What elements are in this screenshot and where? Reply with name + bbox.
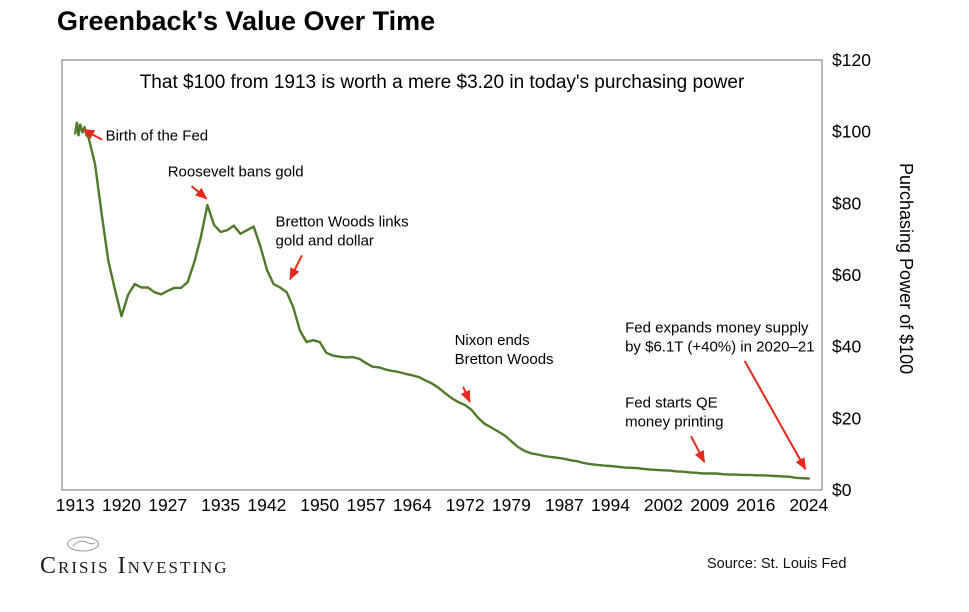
- y-tick-label: $100: [832, 122, 871, 142]
- crisis-investing-logo: Crisis Investing: [40, 536, 229, 580]
- x-axis-ticks-group: 1913 1920 1927 1935 1942 1950 1957 1964 1972 1979…: [56, 495, 829, 515]
- x-tick-label: 2009: [690, 495, 729, 515]
- annotation-arrow-roosevelt-bans-gold: [190, 185, 208, 200]
- annotation-arrow-nixon-ends-bretton-woods: [460, 386, 471, 403]
- y-tick-label: $20: [832, 408, 861, 428]
- page-title: Greenback's Value Over Time: [57, 6, 436, 36]
- annotation-label-fed-starts-qe: Fed starts QE: [625, 395, 718, 412]
- annotation-label-fed-expands-money-supply: by $6.1T (+40%) in 2020–21: [625, 338, 814, 355]
- x-tick-label: 2002: [644, 495, 683, 515]
- annotation-label-bretton-woods: Bretton Woods links: [276, 214, 409, 231]
- y-tick-label: $120: [832, 50, 871, 70]
- y-tick-label: $0: [832, 480, 852, 500]
- annotation-arrow-birth-of-fed: [82, 128, 103, 141]
- y-tick-label: $40: [832, 337, 861, 357]
- x-tick-label: 1950: [300, 495, 339, 515]
- annotation-label-nixon-ends-bretton-woods: Nixon ends: [455, 332, 530, 349]
- annotation-label-fed-starts-qe: money printing: [625, 414, 723, 431]
- x-tick-label: 2016: [736, 495, 775, 515]
- annotation-arrow-bretton-woods: [289, 254, 303, 281]
- x-tick-label: 1935: [201, 495, 240, 515]
- annotation-arrow-fed-starts-qe: [690, 435, 706, 463]
- line-series-group: [73, 121, 810, 480]
- chart-subtitle: That $100 from 1913 is worth a mere $3.2…: [139, 72, 745, 93]
- x-tick-label: 1957: [347, 495, 386, 515]
- x-tick-label: 1920: [102, 495, 141, 515]
- purchasing-power-line: [73, 121, 810, 480]
- logo-emblem-icon: [67, 536, 99, 552]
- x-tick-label: 1913: [56, 495, 95, 515]
- annotation-label-bretton-woods: gold and dollar: [276, 233, 374, 250]
- y-axis-title: Purchasing Power of $100: [896, 163, 916, 375]
- annotation-label-birth-of-fed: Birth of the Fed: [106, 128, 209, 145]
- brand-text: Crisis Investing: [40, 553, 229, 579]
- annotation-label-nixon-ends-bretton-woods: Bretton Woods: [455, 351, 554, 368]
- annotations-group: Birth of the Fed Roosevelt bans gold Brett…: [82, 128, 815, 471]
- annotation-label-fed-expands-money-supply: Fed expands money supply: [625, 319, 809, 336]
- x-tick-label: 1942: [247, 495, 286, 515]
- y-tick-label: $80: [832, 193, 861, 213]
- x-tick-label: 1979: [492, 495, 531, 515]
- x-tick-label: 1994: [591, 495, 630, 515]
- plot-border: [61, 59, 823, 491]
- y-axis-ticks-group: $0 $20 $40 $60 $80 $100 $120: [832, 50, 871, 500]
- x-tick-label: 1964: [393, 495, 432, 515]
- annotation-arrow-fed-expands-money-supply: [743, 360, 807, 471]
- source-credit: Source: St. Louis Fed: [707, 556, 847, 572]
- x-tick-label: 1927: [148, 495, 187, 515]
- x-tick-label: 1987: [545, 495, 584, 515]
- x-tick-label: 2024: [789, 495, 828, 515]
- x-tick-label: 1972: [446, 495, 485, 515]
- annotation-label-roosevelt-bans-gold: Roosevelt bans gold: [168, 164, 304, 181]
- y-tick-label: $60: [832, 265, 861, 285]
